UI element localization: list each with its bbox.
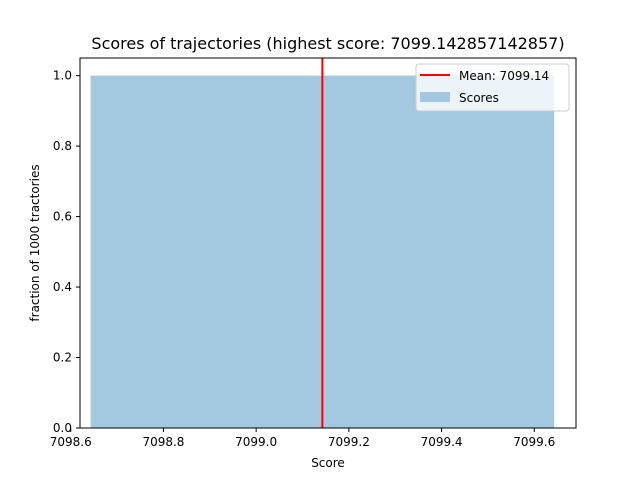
- y-tick-label: 0.2: [53, 351, 72, 365]
- y-axis-ticks: 0.0 0.2 0.4 0.6 0.8 1.0: [53, 69, 80, 435]
- legend-box: [415, 63, 570, 112]
- y-axis-label: fraction of 1000 tractories: [28, 164, 42, 321]
- x-tick-label: 7099.0: [235, 435, 277, 449]
- y-tick-label: 0.8: [53, 139, 72, 153]
- x-tick-label: 7099.2: [328, 435, 370, 449]
- x-axis-ticks: 7098.6 7098.8 7099.0 7099.2 7099.4 7099.6: [50, 428, 555, 449]
- x-tick-label: 7099.6: [513, 435, 555, 449]
- plot-frame: [79, 57, 577, 429]
- y-tick-label: 1.0: [53, 69, 72, 83]
- x-tick-label: 7098.8: [142, 435, 184, 449]
- legend-scores-swatch: [420, 92, 450, 102]
- y-tick-label: 0.0: [53, 421, 72, 435]
- legend-scores-label: Scores: [459, 91, 499, 105]
- y-tick-label: 0.6: [53, 210, 72, 224]
- x-axis-label: Score: [311, 456, 345, 470]
- chart-title: Scores of trajectories (highest score: 7…: [91, 34, 564, 53]
- x-tick-label: 7099.4: [421, 435, 463, 449]
- legend-mean-label: Mean: 7099.14: [459, 69, 549, 83]
- x-tick-label: 7098.6: [50, 435, 92, 449]
- legend: Mean: 7099.14 Scores: [415, 63, 570, 112]
- y-tick-label: 0.4: [53, 280, 72, 294]
